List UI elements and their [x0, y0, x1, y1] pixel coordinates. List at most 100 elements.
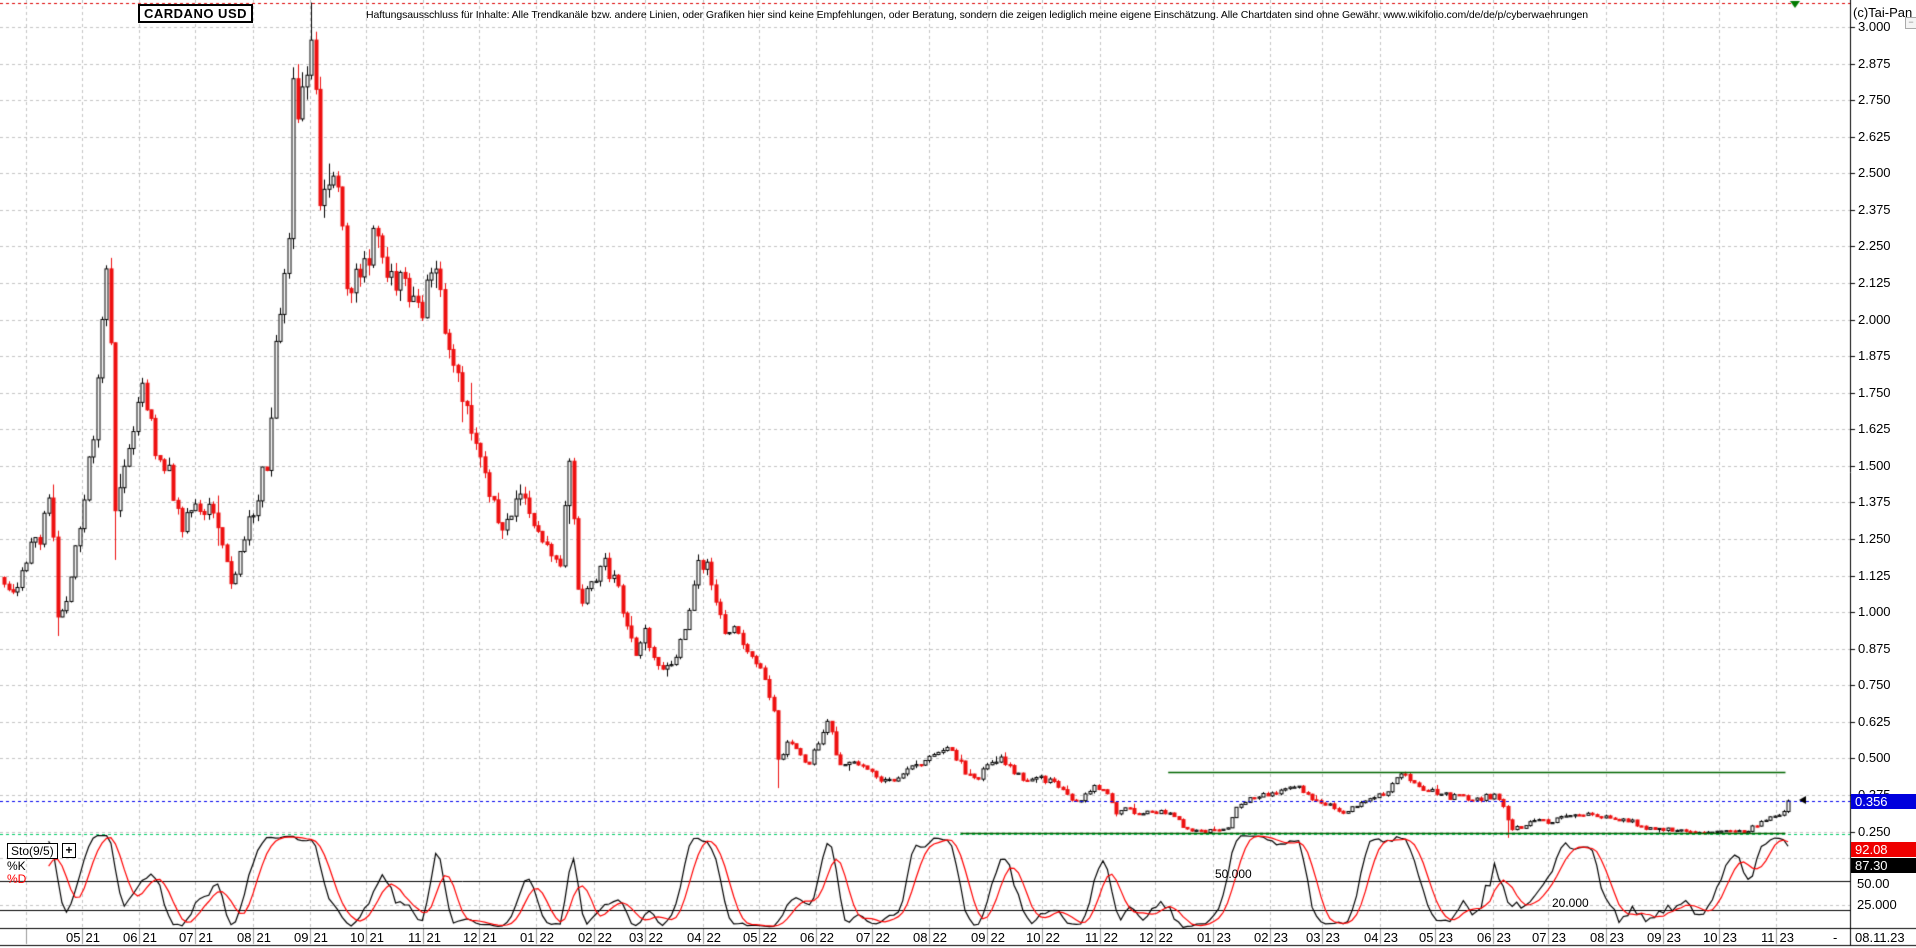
date-tick-month: 11 — [1085, 930, 1099, 945]
price-tick-label: 2.750 — [1858, 92, 1891, 108]
stoch-k-legend: %K — [7, 859, 26, 873]
price-tick-label: 1.375 — [1858, 494, 1891, 510]
date-tick-year: 22 — [932, 930, 947, 945]
date-tick-month: 10 — [350, 930, 365, 945]
date-tick-month: 09 — [294, 930, 309, 945]
date-tick-month: 11 — [1761, 930, 1775, 945]
date-tick-month: 02 — [1254, 930, 1269, 945]
price-tick-label: 1.500 — [1858, 457, 1891, 473]
date-tick-month: 03 — [1306, 930, 1321, 945]
price-tick-label: 1.250 — [1858, 530, 1891, 546]
stoch-d-legend: %D — [7, 872, 27, 886]
date-tick-month: 07 — [856, 930, 871, 945]
price-tick-label: 1.875 — [1858, 348, 1891, 364]
price-tick-label: 0.250 — [1858, 823, 1891, 839]
date-tick-year: 21 — [482, 930, 497, 945]
copyright-label: (c)Tai-Pan — [1853, 5, 1913, 20]
symbol-title: CARDANO USD — [138, 4, 253, 23]
date-tick-month: 11 — [408, 930, 422, 945]
date-tick-year: 23 — [1273, 930, 1288, 945]
date-tick-month: 02 — [578, 930, 593, 945]
date-tick-year: 22 — [648, 930, 663, 945]
date-tick-month: 12 — [463, 930, 478, 945]
stoch-d-badge: 92.08 — [1851, 842, 1916, 857]
date-tick-month: 01 — [520, 930, 535, 945]
date-tick-month: 05 — [66, 930, 81, 945]
date-tick-year: 23 — [1325, 930, 1340, 945]
date-tick-year: 23 — [1216, 930, 1231, 945]
stoch-k-badge: 87.30 — [1851, 858, 1916, 873]
date-tick-month: 09 — [1647, 930, 1662, 945]
date-tick-year: 21 — [256, 930, 271, 945]
date-tick-year: 21 — [369, 930, 384, 945]
date-tick-year: 23 — [1383, 930, 1398, 945]
date-tick-month: 01 — [1197, 930, 1212, 945]
date-tick-year: 22 — [1103, 930, 1118, 945]
date-tick-month: 09 — [971, 930, 986, 945]
price-tick-label: 0.625 — [1858, 713, 1891, 729]
price-tick-label: 1.000 — [1858, 604, 1891, 620]
collapse-icon[interactable]: − — [1905, 17, 1916, 29]
price-tick-label: 2.500 — [1858, 165, 1891, 181]
stoch-axis-25: 25.000 — [1857, 897, 1897, 912]
price-tick-label: 2.625 — [1858, 128, 1891, 144]
date-tick-year: 22 — [597, 930, 612, 945]
date-tick-year: 23 — [1779, 930, 1794, 945]
last-bar-date: 08.11.23 — [1855, 930, 1905, 945]
price-tick-label: 2.250 — [1858, 238, 1891, 254]
price-tick-label: 2.000 — [1858, 311, 1891, 327]
axis-end-dash: - — [1833, 930, 1838, 945]
date-tick-year: 21 — [85, 930, 100, 945]
price-tick-label: 0.875 — [1858, 640, 1891, 656]
date-tick-month: 10 — [1703, 930, 1718, 945]
indicator-name-box[interactable]: Sto(9/5) — [7, 843, 58, 859]
price-tick-label: 1.750 — [1858, 384, 1891, 400]
date-tick-year: 22 — [875, 930, 890, 945]
date-tick-month: 08 — [237, 930, 252, 945]
date-tick-year: 23 — [1551, 930, 1566, 945]
indicator-add-icon[interactable]: + — [62, 843, 76, 858]
date-tick-year: 23 — [1438, 930, 1453, 945]
date-tick-month: 08 — [1590, 930, 1605, 945]
date-tick-year: 23 — [1722, 930, 1737, 945]
date-tick-month: 12 — [1139, 930, 1154, 945]
disclaimer-text: Haftungsausschluss für Inhalte: Alle Tre… — [366, 9, 1589, 21]
date-tick-year: 22 — [1158, 930, 1173, 945]
date-tick-year: 21 — [198, 930, 213, 945]
stoch-mid-level-label: 50.000 — [1215, 867, 1252, 881]
date-tick-year: 22 — [762, 930, 777, 945]
price-tick-label: 3.000 — [1858, 19, 1891, 34]
date-tick-year: 22 — [990, 930, 1005, 945]
date-tick-year: 22 — [1045, 930, 1060, 945]
date-tick-month: 04 — [1364, 930, 1379, 945]
date-tick-month: 10 — [1026, 930, 1041, 945]
date-tick-month: 07 — [179, 930, 194, 945]
price-tick-label: 2.125 — [1858, 274, 1891, 290]
price-tick-label: 1.625 — [1858, 421, 1891, 437]
date-tick-year: 22 — [539, 930, 554, 945]
date-tick-month: 05 — [743, 930, 758, 945]
date-tick-year: 23 — [1496, 930, 1511, 945]
date-tick-month: 04 — [687, 930, 702, 945]
stoch-low-level-label: 20.000 — [1552, 896, 1589, 910]
price-tick-label: 2.875 — [1858, 55, 1891, 71]
date-tick-year: 21 — [142, 930, 157, 945]
price-tick-label: 1.125 — [1858, 567, 1891, 583]
date-tick-month: 06 — [123, 930, 138, 945]
price-tick-label: 0.750 — [1858, 677, 1891, 693]
date-tick-month: 06 — [800, 930, 815, 945]
date-tick-month: 03 — [629, 930, 644, 945]
date-tick-month: 06 — [1477, 930, 1492, 945]
price-tick-label: 2.375 — [1858, 201, 1891, 217]
date-tick-month: 08 — [913, 930, 928, 945]
date-tick-year: 23 — [1609, 930, 1624, 945]
date-tick-year: 22 — [819, 930, 834, 945]
date-tick-month: 07 — [1532, 930, 1547, 945]
last-price-badge: 0.356 — [1851, 794, 1916, 809]
stoch-axis-50: 50.00 — [1857, 876, 1890, 891]
date-tick-month: 05 — [1419, 930, 1434, 945]
price-tick-label: 0.500 — [1858, 750, 1891, 766]
date-tick-year: 21 — [313, 930, 328, 945]
